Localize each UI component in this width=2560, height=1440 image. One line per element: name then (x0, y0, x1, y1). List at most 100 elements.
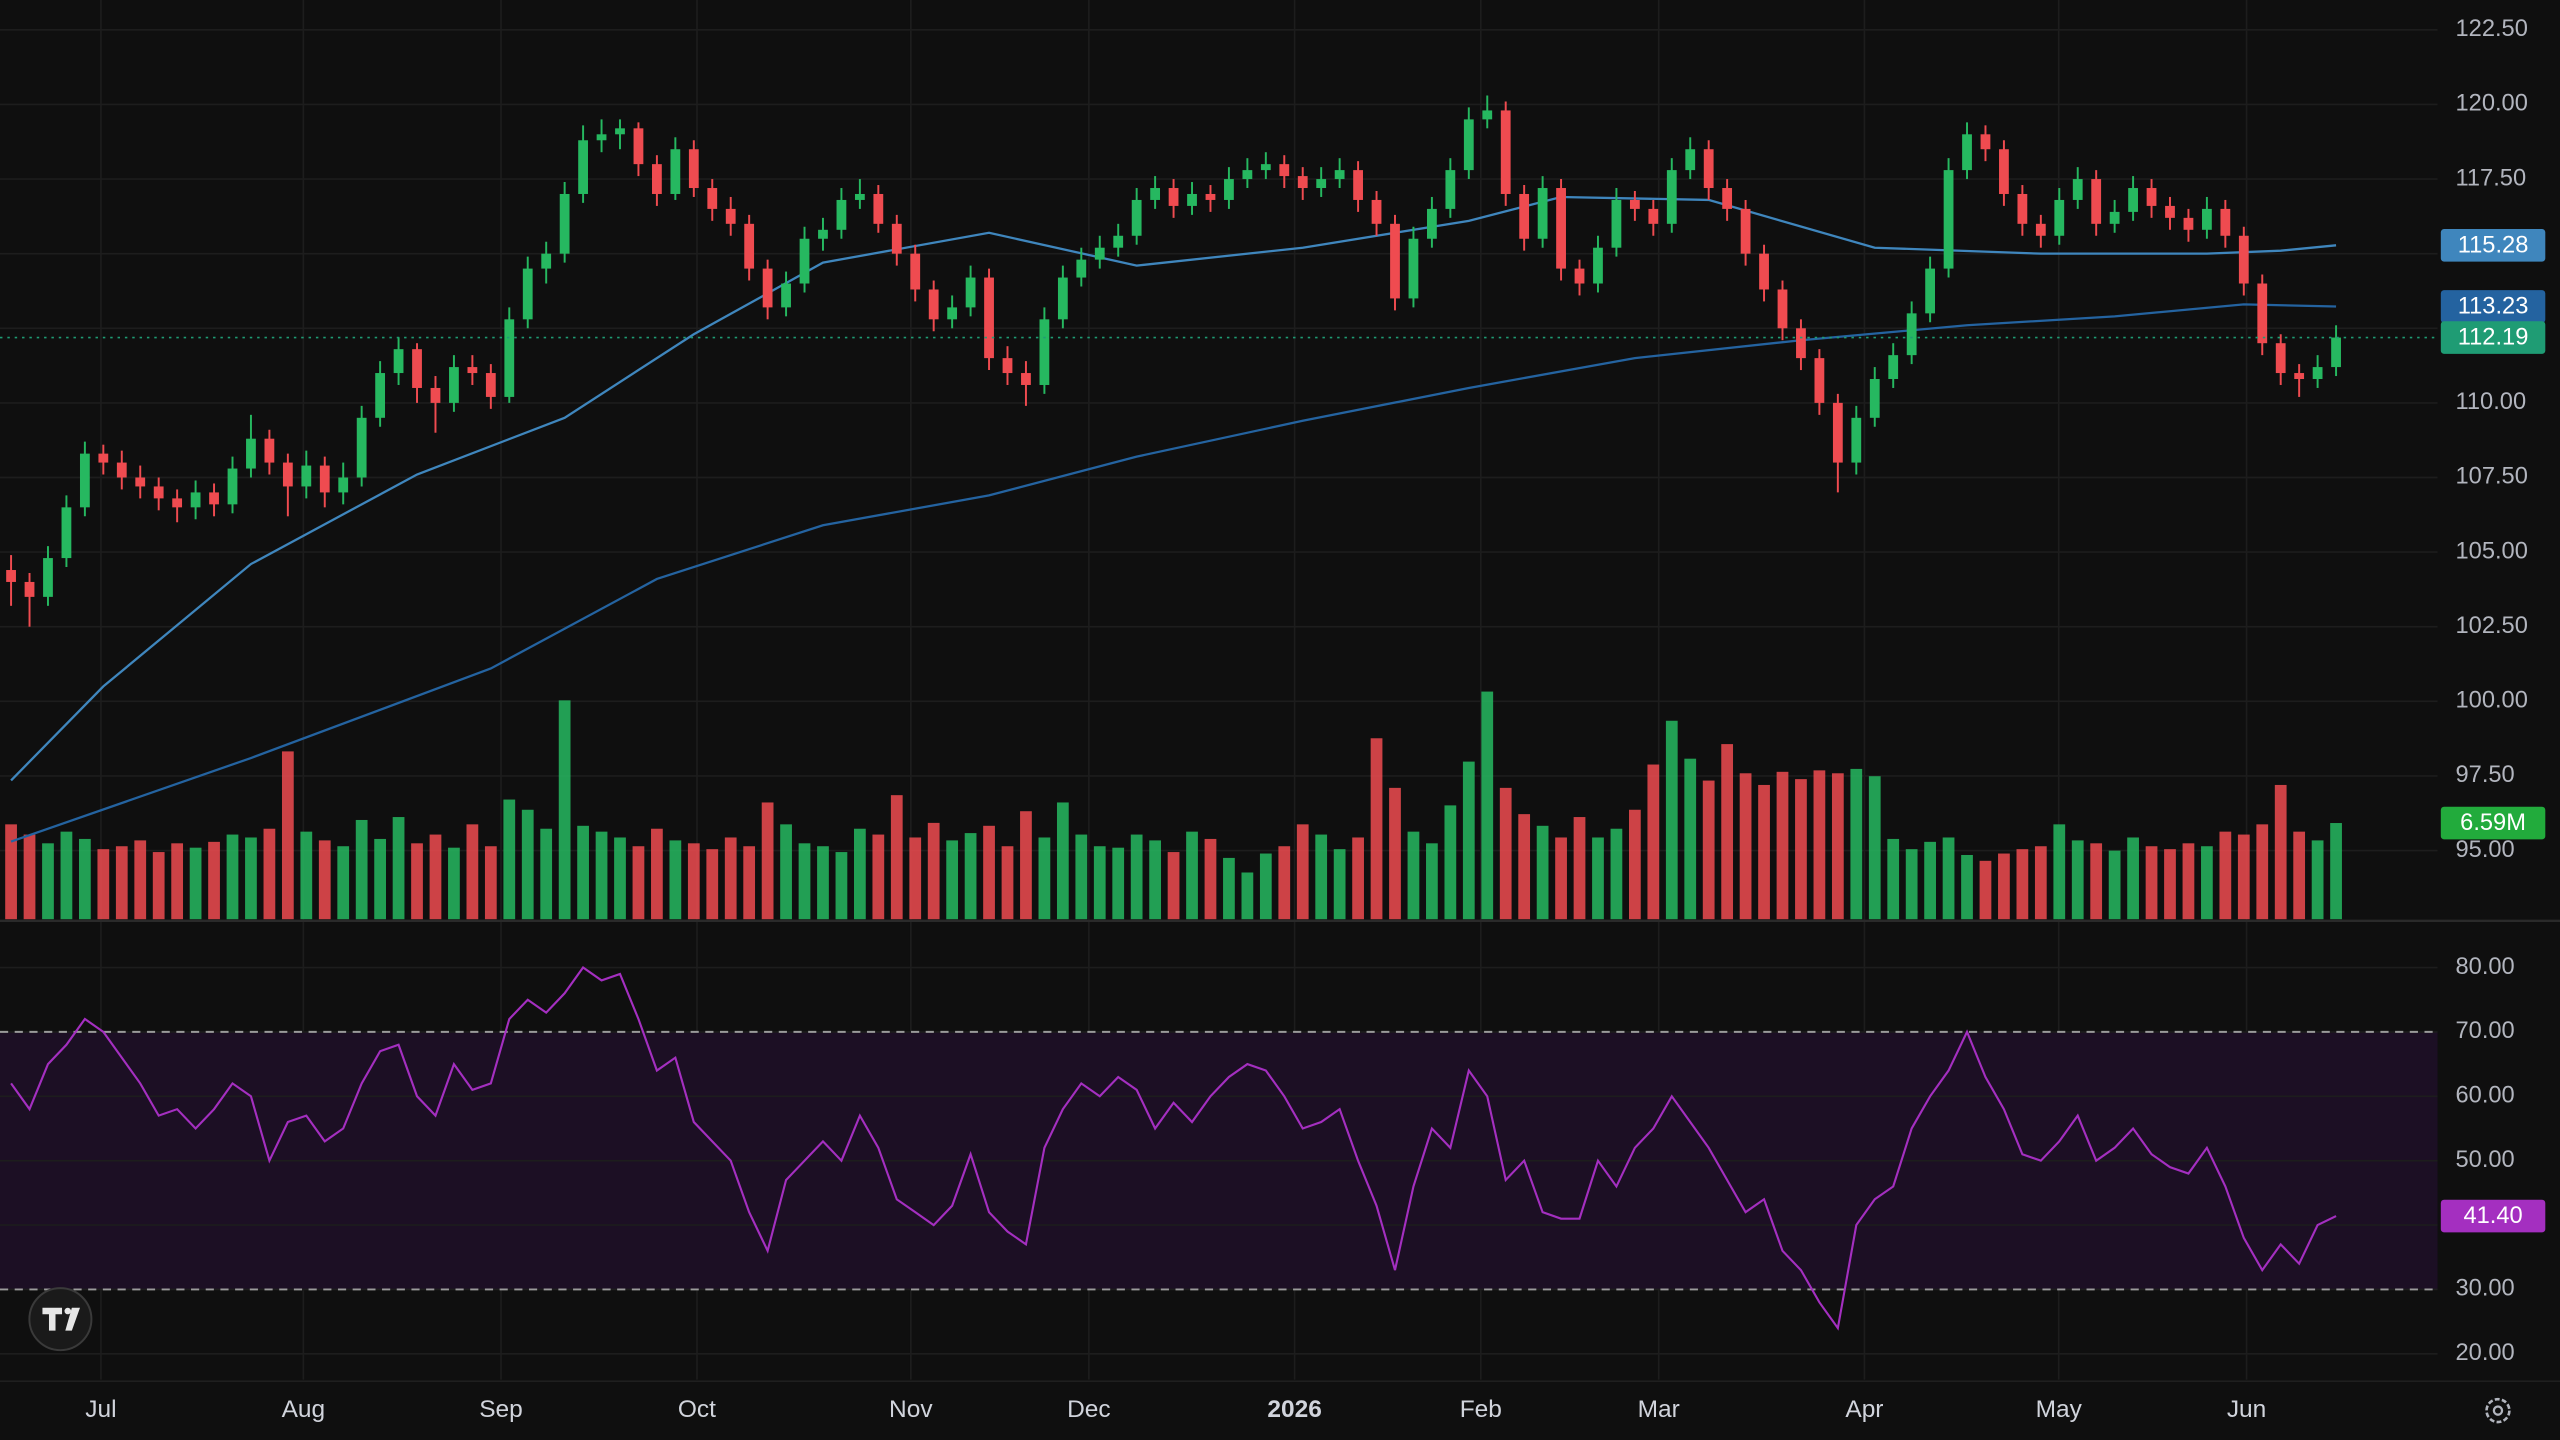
candle-body (762, 268, 773, 308)
volume-bar (134, 840, 147, 920)
rsi-tick-label: 30.00 (2456, 1276, 2515, 1302)
volume-bar (1905, 849, 1918, 920)
volume-bar (484, 846, 497, 920)
logo-circle[interactable] (28, 1287, 93, 1352)
volume-bar (1093, 846, 1106, 920)
logo-mark (42, 1307, 63, 1331)
x-tick-label: Nov (889, 1396, 933, 1423)
volume-bar (2053, 824, 2066, 920)
volume-bar (2034, 846, 2047, 920)
candle-body (1999, 149, 2009, 194)
volume-bar (1868, 776, 1881, 920)
volume-bar (1739, 773, 1752, 920)
volume-bar (1610, 828, 1623, 920)
y-tick-label: 105.00 (2456, 538, 2528, 564)
volume-bar (817, 846, 829, 920)
volume-bar (2330, 823, 2342, 920)
volume-bar (2182, 843, 2195, 920)
candle-body (209, 492, 219, 505)
volume-bar (374, 838, 386, 920)
candle-body (1094, 247, 1105, 260)
volume-bar (743, 846, 756, 920)
volume-bar (983, 825, 995, 920)
candle-body (43, 558, 53, 597)
volume-bar (835, 852, 848, 920)
candle-body (2238, 235, 2249, 284)
volume-bar (558, 700, 571, 920)
value-badge-label: 112.19 (2458, 325, 2529, 351)
y-tick-label: 110.00 (2456, 389, 2527, 415)
candle-body (1759, 253, 1769, 290)
volume-bar (595, 831, 608, 920)
volume-bar (1684, 758, 1697, 920)
volume-bar (669, 840, 682, 920)
candle-body (1057, 277, 1068, 320)
volume-bar (5, 824, 17, 920)
settings-gear[interactable] (2485, 1397, 2511, 1424)
volume-bar (263, 828, 276, 920)
candle-body (1353, 170, 1363, 200)
volume-bar (1887, 838, 1900, 920)
candle-body (707, 188, 718, 209)
volume-bar (1001, 846, 1014, 920)
candle-body (1943, 170, 1954, 269)
candle-body (947, 307, 958, 320)
value-badge (2440, 290, 2546, 323)
candle-body (1869, 379, 1880, 418)
candle-body (1205, 193, 1216, 200)
value-badge (2440, 321, 2546, 354)
candle-body (2183, 217, 2194, 230)
volume-bar (115, 846, 128, 920)
volume-bar (780, 824, 792, 920)
settings-button[interactable] (2485, 1397, 2511, 1424)
candle-body (98, 453, 109, 463)
candle-body (282, 462, 293, 487)
candle-body (61, 507, 72, 559)
volume-bar (2274, 784, 2287, 920)
logo[interactable] (28, 1287, 93, 1352)
candle-body (1187, 193, 1197, 206)
volume-bar (1795, 779, 1807, 920)
candle-body (449, 367, 459, 403)
candle-body (79, 453, 90, 508)
volume-bar (466, 824, 479, 920)
candle-body (1574, 268, 1585, 284)
candle-body (928, 289, 939, 320)
volume-bar (577, 825, 589, 920)
candle-body (1593, 247, 1603, 284)
x-tick-label: Dec (1067, 1396, 1111, 1423)
candle-body (2146, 188, 2157, 206)
volume-bar (1702, 780, 1715, 920)
volume-bar (890, 795, 903, 920)
volume-bar (1481, 691, 1494, 920)
volume-bar (2108, 850, 2121, 920)
volume-bar (2090, 843, 2103, 920)
rsi-tick-label: 60.00 (2456, 1083, 2515, 1109)
candle-body (1851, 417, 1862, 463)
volume-bar (1130, 834, 1143, 920)
volume-bar (1444, 805, 1457, 920)
candle-body (1666, 170, 1677, 224)
candle-body (1131, 199, 1142, 236)
candle-body (522, 268, 533, 320)
candle-body (1482, 110, 1493, 120)
candle-body (1445, 170, 1456, 209)
candle-body (1113, 235, 1124, 248)
candle-body (1021, 373, 1031, 385)
candle-body (2201, 208, 2212, 230)
candle-body (412, 349, 422, 388)
volume-bar (1112, 847, 1125, 920)
volume-bar (724, 837, 737, 920)
moving-average-line (10, 303, 2337, 843)
volume-bar (761, 802, 774, 920)
y-tick-label: 120.00 (2456, 91, 2528, 117)
volume-bar (1831, 773, 1844, 920)
volume-bar (300, 831, 313, 920)
volume-bar (337, 846, 350, 920)
candle-body (2294, 373, 2305, 380)
candle-body (24, 581, 35, 597)
volume-bar (1296, 824, 1309, 920)
candle-body (1224, 179, 1234, 200)
x-tick-label: Apr (1845, 1396, 1883, 1423)
